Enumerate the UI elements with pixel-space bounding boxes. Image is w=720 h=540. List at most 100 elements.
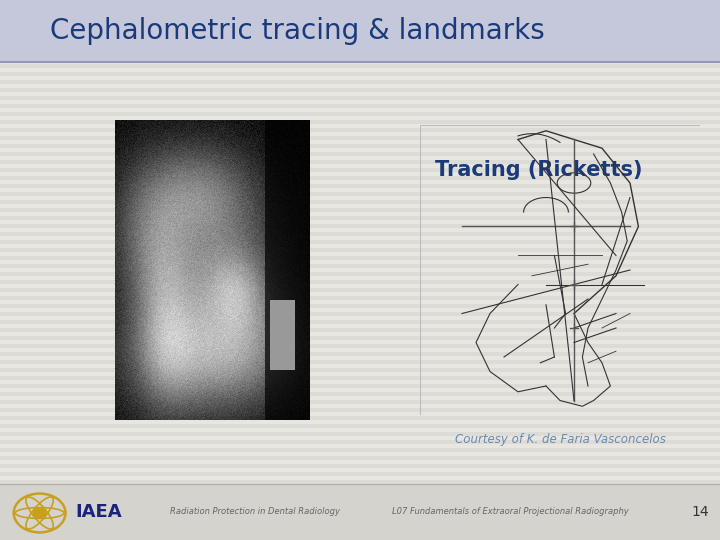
Bar xyxy=(0,480,720,484)
Bar xyxy=(0,436,720,440)
Bar xyxy=(0,464,720,468)
Bar xyxy=(0,376,720,380)
Bar xyxy=(0,372,720,376)
Bar xyxy=(0,132,720,136)
Bar xyxy=(0,108,720,112)
Bar xyxy=(0,456,720,460)
Text: L07 Fundamentals of Extraoral Projectional Radiography: L07 Fundamentals of Extraoral Projection… xyxy=(392,508,629,516)
Bar xyxy=(0,336,720,340)
Bar xyxy=(0,184,720,188)
Bar xyxy=(0,284,720,288)
Bar xyxy=(0,160,720,164)
Bar xyxy=(0,328,720,332)
Bar xyxy=(0,204,720,208)
Bar xyxy=(0,304,720,308)
Bar xyxy=(0,348,720,352)
Bar xyxy=(0,220,720,224)
Bar xyxy=(0,188,720,192)
Bar xyxy=(0,152,720,156)
Text: Courtesy of K. de Faria Vasconcelos: Courtesy of K. de Faria Vasconcelos xyxy=(454,434,665,447)
Bar xyxy=(0,400,720,404)
Bar xyxy=(0,272,720,276)
Bar xyxy=(0,364,720,368)
Text: Lateral ceph: Lateral ceph xyxy=(115,140,262,160)
Bar xyxy=(0,208,720,212)
Bar xyxy=(0,412,720,416)
Bar xyxy=(0,312,720,316)
Bar xyxy=(0,340,720,344)
Bar xyxy=(0,164,720,168)
Bar xyxy=(0,244,720,248)
Bar xyxy=(0,148,720,152)
Bar xyxy=(0,68,720,72)
Bar xyxy=(0,344,720,348)
Text: Tracing (Ricketts): Tracing (Ricketts) xyxy=(435,160,642,180)
Bar xyxy=(0,396,720,400)
Bar xyxy=(0,428,720,432)
Bar xyxy=(0,72,720,76)
Bar xyxy=(0,96,720,100)
Bar xyxy=(0,212,720,216)
Bar xyxy=(0,300,720,304)
Bar xyxy=(0,324,720,328)
Bar xyxy=(0,352,720,356)
Bar xyxy=(0,408,720,412)
Bar xyxy=(0,320,720,324)
Bar xyxy=(0,380,720,384)
Bar xyxy=(0,92,720,96)
Bar xyxy=(0,224,720,228)
Bar xyxy=(0,192,720,196)
Bar xyxy=(0,416,720,420)
Bar xyxy=(0,232,720,236)
Bar xyxy=(0,84,720,88)
Bar xyxy=(0,80,720,84)
Bar xyxy=(0,420,720,424)
Bar xyxy=(0,288,720,292)
Bar xyxy=(0,88,720,92)
Bar xyxy=(0,484,720,540)
Bar xyxy=(0,292,720,296)
Text: Radiation Protection in Dental Radiology: Radiation Protection in Dental Radiology xyxy=(170,508,340,516)
Bar xyxy=(0,100,720,104)
Bar xyxy=(0,444,720,448)
Bar xyxy=(0,140,720,144)
Bar xyxy=(0,168,720,172)
Bar xyxy=(0,452,720,456)
Bar xyxy=(0,116,720,120)
Bar xyxy=(0,176,720,180)
Bar xyxy=(0,196,720,200)
Bar xyxy=(0,404,720,408)
Bar xyxy=(0,136,720,140)
Text: IAEA: IAEA xyxy=(75,503,122,521)
Bar xyxy=(0,104,720,108)
Text: Cephalometric tracing & landmarks: Cephalometric tracing & landmarks xyxy=(50,17,545,45)
Bar xyxy=(0,332,720,336)
Bar xyxy=(0,468,720,472)
Bar xyxy=(0,0,720,62)
Bar xyxy=(0,316,720,320)
Bar xyxy=(0,156,720,160)
Bar xyxy=(0,216,720,220)
Bar xyxy=(0,256,720,260)
Bar xyxy=(0,60,720,64)
Bar xyxy=(0,200,720,204)
Bar xyxy=(0,276,720,280)
Bar xyxy=(0,424,720,428)
Circle shape xyxy=(33,508,46,518)
Bar xyxy=(0,248,720,252)
Bar xyxy=(0,240,720,244)
Bar xyxy=(0,112,720,116)
Bar xyxy=(0,124,720,128)
Bar xyxy=(420,125,700,415)
Bar xyxy=(0,268,720,272)
Bar xyxy=(0,460,720,464)
Bar xyxy=(0,264,720,268)
Bar xyxy=(0,360,720,364)
Bar xyxy=(0,308,720,312)
Bar xyxy=(0,64,720,68)
Bar xyxy=(0,432,720,436)
Bar xyxy=(0,476,720,480)
Bar xyxy=(0,356,720,360)
Bar xyxy=(0,440,720,444)
Bar xyxy=(0,392,720,396)
